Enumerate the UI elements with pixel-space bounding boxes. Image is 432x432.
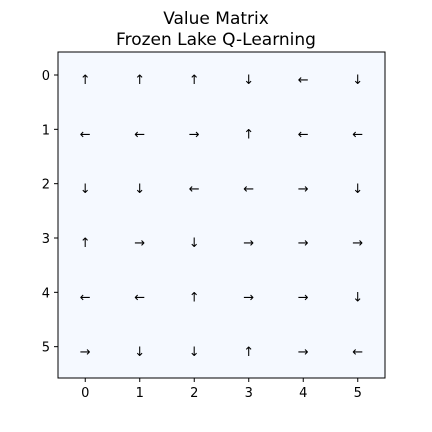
arrow-cell: ←	[243, 182, 254, 197]
x-tick-label: 1	[136, 386, 144, 401]
arrow-cell: ←	[352, 345, 363, 360]
arrow-cell: ↓	[189, 345, 200, 360]
arrow-cell: →	[298, 291, 309, 306]
arrow-cell: ←	[352, 128, 363, 143]
y-tick-label: 4	[42, 286, 50, 301]
y-tick-label: 3	[42, 232, 50, 247]
arrow-cell: ↑	[243, 345, 254, 360]
arrow-cell: ↑	[189, 291, 200, 306]
y-axis: 0 1 2 3 4 5	[42, 69, 58, 356]
arrow-cell: ↓	[352, 182, 363, 197]
arrow-cell: →	[243, 291, 254, 306]
chart-title-line-1: Value Matrix	[163, 9, 269, 29]
x-tick-label: 0	[81, 386, 89, 401]
arrow-cell: ↑	[189, 73, 200, 88]
x-tick-label: 5	[354, 386, 362, 401]
arrow-cell: ←	[134, 128, 145, 143]
arrow-cell: →	[298, 236, 309, 251]
arrow-cell: ←	[134, 291, 145, 306]
arrow-cell: ↑	[80, 236, 91, 251]
x-tick-label: 2	[190, 386, 198, 401]
arrow-cell: ↑	[134, 73, 145, 88]
arrow-cell: →	[298, 182, 309, 197]
y-tick-label: 5	[42, 341, 50, 356]
arrow-cell: ↓	[352, 291, 363, 306]
y-tick-label: 2	[42, 178, 50, 193]
arrow-cell: →	[189, 128, 200, 143]
arrow-cell: ←	[80, 128, 91, 143]
arrow-cell: ↓	[243, 73, 254, 88]
x-axis: 0 1 2 3 4 5	[81, 378, 362, 401]
arrow-cell: →	[243, 236, 254, 251]
arrow-cell: ←	[298, 73, 309, 88]
chart-title-line-2: Frozen Lake Q-Learning	[116, 30, 316, 50]
arrow-cell: ←	[189, 182, 200, 197]
x-tick-label: 4	[299, 386, 307, 401]
arrow-cell: ↓	[134, 182, 145, 197]
arrow-cell: ↓	[80, 182, 91, 197]
arrow-cell: ↑	[80, 73, 91, 88]
y-tick-label: 1	[42, 123, 50, 138]
arrow-cell: →	[80, 345, 91, 360]
arrow-cell: ←	[80, 291, 91, 306]
arrow-cell: ←	[298, 128, 309, 143]
x-tick-label: 3	[245, 386, 253, 401]
plot-frame	[57, 51, 386, 379]
arrow-cell: ↓	[352, 73, 363, 88]
arrow-cell: →	[298, 345, 309, 360]
arrow-grid: ↑ ↑ ↑ ↓ ← ↓ ← ← → ↑ ← ← ↓ ↓ ← ← → ↓ ↑ → ↓ → → → ← ← ↑ → → ↓ → ↓ ↓ ↑ → ←	[80, 73, 364, 360]
plot-area	[57, 51, 386, 379]
arrow-cell: ↑	[243, 128, 254, 143]
arrow-cell: →	[352, 236, 363, 251]
y-tick-label: 0	[42, 69, 50, 84]
arrow-cell: ↓	[189, 236, 200, 251]
arrow-cell: ↓	[134, 345, 145, 360]
arrow-cell: →	[134, 236, 145, 251]
